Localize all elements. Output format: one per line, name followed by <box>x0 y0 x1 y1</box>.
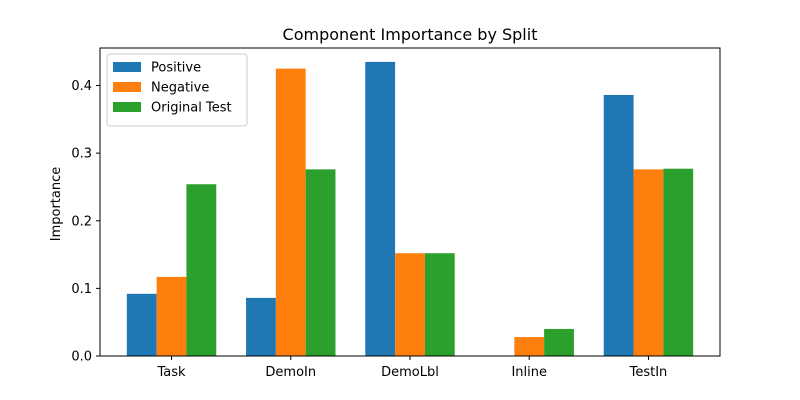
y-tick-label: 0.2 <box>71 214 92 229</box>
x-tick-label: Inline <box>511 365 547 380</box>
y-tick-label: 0.1 <box>71 282 92 297</box>
y-tick-label: 0.4 <box>71 79 92 94</box>
bar-positive-task <box>126 293 157 356</box>
bar-negative-demoin <box>275 68 306 357</box>
legend-label-positive: Positive <box>151 61 201 76</box>
y-tick-label: 0.0 <box>71 350 92 365</box>
y-axis-title: Importance <box>49 167 64 242</box>
bars-layer <box>126 61 694 357</box>
legend-swatch-original-test <box>113 102 141 112</box>
bar-original-test-demolbl <box>424 253 455 356</box>
bar-negative-demolbl <box>395 253 425 356</box>
plot-frame <box>99 47 721 357</box>
legend-swatch-negative <box>113 82 141 92</box>
bar-negative-task <box>156 276 187 356</box>
bar-original-test-task <box>186 184 217 356</box>
bar-positive-demoin <box>246 297 276 356</box>
x-tick-label: TestIn <box>629 365 668 380</box>
x-tick-label: Task <box>157 365 187 380</box>
bar-negative-inline <box>514 337 545 356</box>
bar-negative-testin <box>633 169 664 356</box>
bar-original-test-inline <box>544 328 574 356</box>
x-axis: Task DemoIn DemoLbl Inline TestIn <box>157 356 668 380</box>
bar-positive-demolbl <box>365 61 396 357</box>
x-tick-label: DemoLbl <box>381 365 439 380</box>
y-tick-label: 0.3 <box>71 147 92 162</box>
bar-original-test-testin <box>663 168 694 356</box>
bar-positive-testin <box>603 94 634 357</box>
legend-label-negative: Negative <box>151 81 209 96</box>
y-axis: 0.0 0.1 0.2 0.3 0.4 <box>71 79 100 365</box>
chart-title: Component Importance by Split <box>283 25 538 44</box>
legend-label-original-test: Original Test <box>151 101 232 116</box>
legend-box <box>106 53 248 127</box>
x-tick-label: DemoIn <box>265 365 316 380</box>
bar-original-test-demoin <box>305 169 336 356</box>
legend: Positive Negative Original Test <box>106 53 248 127</box>
legend-swatch-positive <box>113 62 141 72</box>
